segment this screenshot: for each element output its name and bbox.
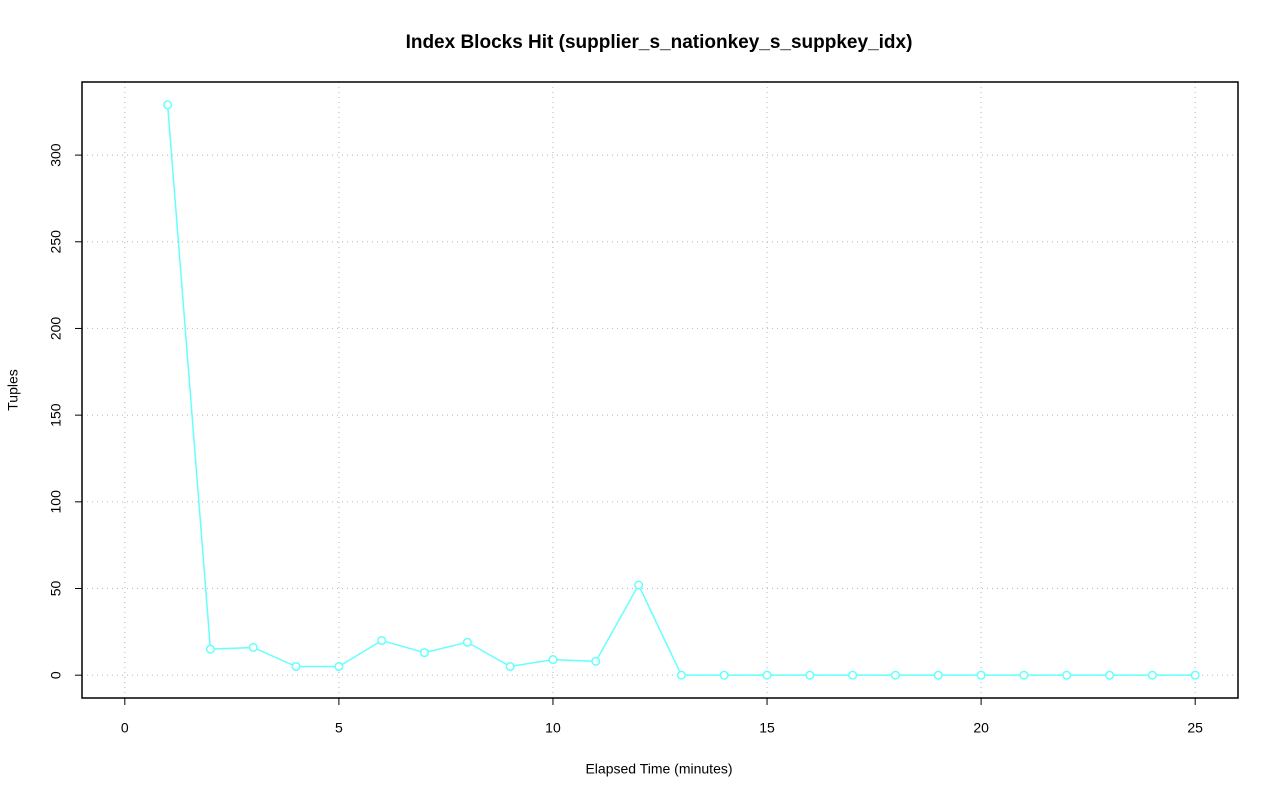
data-point: [548, 655, 558, 665]
plot-frame: [81, 81, 1239, 699]
data-point: [1062, 670, 1072, 680]
y-tick-label: 300: [48, 143, 64, 167]
x-tick-label: 25: [1187, 720, 1203, 736]
data-point: [334, 661, 344, 672]
data-point: [890, 670, 901, 680]
chart-title: Index Blocks Hit (supplier_s_nationkey_s…: [406, 32, 913, 53]
y-tick-label: 100: [48, 490, 64, 514]
data-point: [591, 656, 601, 666]
data-point: [1190, 670, 1200, 680]
data-line: [166, 104, 1196, 676]
data-point: [1019, 670, 1029, 680]
data-point: [291, 661, 301, 672]
data-point: [933, 670, 943, 680]
y-tick-label: 0: [48, 671, 64, 679]
data-point: [805, 670, 815, 680]
data-point: [205, 644, 215, 654]
y-tick-label: 150: [48, 403, 64, 427]
data-point: [462, 637, 472, 647]
y-axis-label: Tuples: [5, 369, 21, 411]
x-tick-label: 15: [759, 720, 775, 736]
data-point: [419, 648, 430, 658]
data-point: [676, 670, 686, 680]
data-point: [719, 670, 729, 680]
y-tick-label: 50: [48, 581, 64, 597]
data-point: [505, 661, 515, 672]
data-point: [634, 580, 644, 590]
data-point: [976, 670, 986, 680]
data-point: [1147, 670, 1157, 680]
x-tick-label: 0: [121, 720, 129, 736]
data-point: [163, 100, 173, 110]
data-point: [248, 642, 258, 652]
x-tick-label: 10: [545, 720, 561, 736]
x-tick-label: 20: [973, 720, 989, 736]
data-point: [762, 670, 772, 680]
data-point: [377, 635, 387, 646]
x-axis-label: Elapsed Time (minutes): [585, 761, 732, 777]
y-tick-label: 200: [48, 317, 64, 341]
x-tick-label: 5: [335, 720, 343, 736]
data-point: [1105, 670, 1115, 680]
data-point: [848, 670, 858, 680]
y-tick-label: 250: [48, 230, 64, 254]
